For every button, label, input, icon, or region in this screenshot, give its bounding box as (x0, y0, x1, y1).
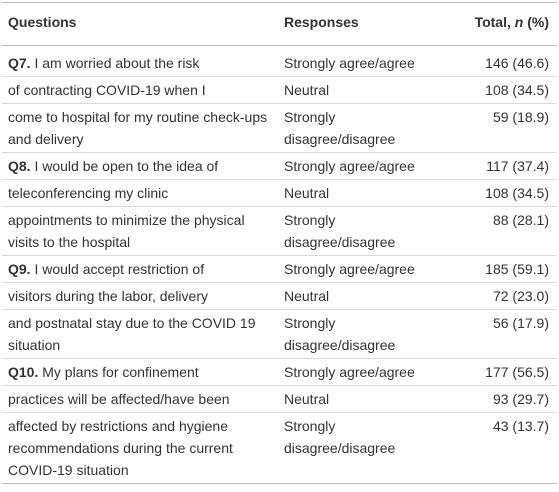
question-text: I am worried about the risk (34, 55, 200, 71)
header-row: Questions Responses Total, n (%) (2, 2, 557, 46)
response-cell: Neutral (278, 76, 442, 104)
total-cell: 56 (17.9) (442, 309, 557, 359)
total-cell: 88 (28.1) (442, 206, 557, 256)
total-cell: 177 (56.5) (442, 358, 557, 386)
header-text: (%) (523, 14, 549, 30)
table-row: Q7. I am worried about the risk Strongly … (2, 45, 557, 77)
table-row: of contracting COVID-19 when I Neutral 108… (2, 76, 557, 104)
table-row: Q10. My plans for confinement Strongly ag… (2, 358, 557, 386)
response-cell: Strongly disagree/disagree (278, 206, 442, 256)
table-body: Q7. I am worried about the risk Strongly … (2, 45, 557, 484)
question-cell: Q7. I am worried about the risk (2, 45, 278, 77)
response-cell: Strongly agree/agree (278, 255, 442, 283)
response-cell: Strongly disagree/disagree (278, 103, 442, 153)
total-cell: 72 (23.0) (442, 282, 557, 310)
question-text: affected by restrictions and hygiene rec… (8, 418, 233, 478)
question-label: Q8. (8, 158, 31, 174)
question-text: and postnatal stay due to the COVID 19 s… (8, 315, 256, 353)
response-cell: Neutral (278, 282, 442, 310)
response-cell: Strongly disagree/disagree (278, 412, 442, 484)
question-cell: appointments to minimize the physical vi… (2, 206, 278, 256)
response-cell: Strongly agree/agree (278, 45, 442, 77)
question-text: My plans for confinement (42, 364, 199, 380)
total-cell: 43 (13.7) (442, 412, 557, 484)
question-text: I would be open to the idea of (34, 158, 219, 174)
question-cell: and postnatal stay due to the COVID 19 s… (2, 309, 278, 359)
question-cell: Q9. I would accept restriction of (2, 255, 278, 283)
response-cell: Strongly agree/agree (278, 358, 442, 386)
total-cell: 146 (46.6) (442, 45, 557, 77)
question-cell: of contracting COVID-19 when I (2, 76, 278, 104)
table-row: visitors during the labor, delivery Neutr… (2, 282, 557, 310)
table-row: affected by restrictions and hygiene rec… (2, 412, 557, 484)
total-cell: 117 (37.4) (442, 152, 557, 180)
question-label: Q10. (8, 364, 39, 380)
question-cell: Q10. My plans for confinement (2, 358, 278, 386)
response-cell: Strongly agree/agree (278, 152, 442, 180)
total-cell: 185 (59.1) (442, 255, 557, 283)
table-row: practices will be affected/have been Neut… (2, 385, 557, 413)
question-text: I would accept restriction of (34, 261, 205, 277)
question-text: teleconferencing my clinic (8, 185, 169, 201)
response-cell: Neutral (278, 179, 442, 207)
question-cell: affected by restrictions and hygiene rec… (2, 412, 278, 484)
question-cell: Q8. I would be open to the idea of (2, 152, 278, 180)
total-cell: 93 (29.7) (442, 385, 557, 413)
header-cell: Responses (278, 2, 442, 46)
table-row: Q9. I would accept restriction of Strongl… (2, 255, 557, 283)
question-text: appointments to minimize the physical vi… (8, 212, 245, 250)
total-cell: 59 (18.9) (442, 103, 557, 153)
response-cell: Strongly disagree/disagree (278, 309, 442, 359)
table-row: Q8. I would be open to the idea of Strong… (2, 152, 557, 180)
question-text: of contracting COVID-19 when I (8, 82, 206, 98)
question-text: come to hospital for my routine check-up… (8, 109, 268, 147)
table-row: teleconferencing my clinic Neutral 108 (34… (2, 179, 557, 207)
header-cell: Total, n (%) (442, 2, 557, 46)
question-label: Q9. (8, 261, 31, 277)
question-text: visitors during the labor, delivery (8, 288, 208, 304)
total-cell: 108 (34.5) (442, 76, 557, 104)
header-cell: Questions (2, 2, 278, 46)
question-cell: teleconferencing my clinic (2, 179, 278, 207)
total-cell: 108 (34.5) (442, 179, 557, 207)
response-cell: Neutral (278, 385, 442, 413)
question-cell: come to hospital for my routine check-up… (2, 103, 278, 153)
question-text: practices will be affected/have been (8, 391, 230, 407)
header-italic: n (514, 14, 524, 30)
question-cell: visitors during the labor, delivery (2, 282, 278, 310)
header-text: Total, (474, 14, 515, 30)
question-label: Q7. (8, 55, 31, 71)
survey-table: Questions Responses Total, n (%) Q7. I a… (2, 2, 557, 484)
table-row: come to hospital for my routine check-up… (2, 103, 557, 153)
table-row: and postnatal stay due to the COVID 19 s… (2, 309, 557, 359)
table-row: appointments to minimize the physical vi… (2, 206, 557, 256)
question-cell: practices will be affected/have been (2, 385, 278, 413)
